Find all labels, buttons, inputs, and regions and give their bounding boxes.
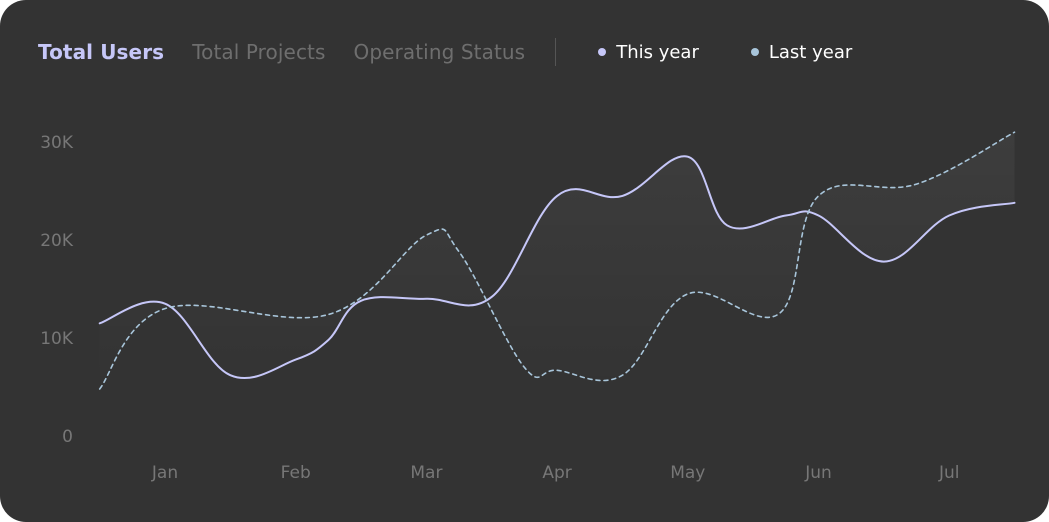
between-series-area xyxy=(99,132,1015,389)
x-axis: Jan Feb Mar Apr May Jun Jul xyxy=(151,463,960,483)
x-tick-label: Jun xyxy=(804,463,832,483)
x-tick-label: Jan xyxy=(151,463,178,483)
series-this-year-line xyxy=(98,155,1016,380)
y-tick-label: 30K xyxy=(40,133,74,153)
series-last-year-line xyxy=(98,131,1016,390)
x-tick-label: May xyxy=(670,463,705,483)
x-tick-label: Mar xyxy=(410,463,442,483)
legend-this-year-label: This year xyxy=(616,41,699,63)
x-tick-label: Feb xyxy=(281,463,311,483)
tab-operating-status[interactable]: Operating Status xyxy=(353,40,526,64)
x-tick-label: Jul xyxy=(938,463,960,483)
y-tick-label: 20K xyxy=(40,231,74,251)
legend-last-year[interactable]: Last year xyxy=(750,41,853,63)
chart-header: Total Users Total Projects Operating Sta… xyxy=(38,36,904,68)
legend-this-year[interactable]: This year xyxy=(598,42,699,63)
header-divider xyxy=(555,38,557,66)
tab-total-users[interactable]: Total Users xyxy=(38,40,165,64)
legend-last-year-label: Last year xyxy=(768,41,853,63)
series-layer xyxy=(98,131,1016,390)
legend-this-year-dot xyxy=(598,48,607,56)
x-tick-label: Apr xyxy=(542,463,571,483)
legend-last-year-dot xyxy=(750,48,759,56)
y-tick-label: 10K xyxy=(40,329,74,349)
tab-total-projects[interactable]: Total Projects xyxy=(192,40,326,64)
y-tick-label: 0 xyxy=(62,427,73,447)
y-axis: 0 10K 20K 30K xyxy=(40,133,74,447)
